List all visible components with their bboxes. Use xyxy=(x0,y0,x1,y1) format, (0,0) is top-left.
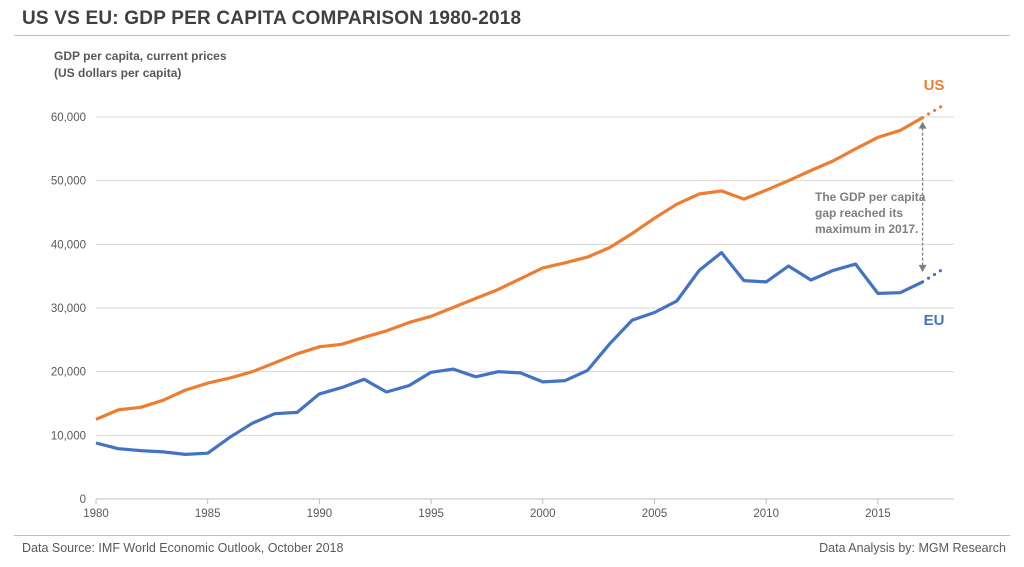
y-tick-label: 20,000 xyxy=(51,367,86,379)
x-tick-label: 2000 xyxy=(530,508,556,520)
gap-arrow-head-down xyxy=(918,264,927,272)
y-tick-label: 50,000 xyxy=(51,176,86,188)
y-tick-label: 60,000 xyxy=(51,112,86,124)
y-tick-label: 10,000 xyxy=(51,430,86,442)
legend-label-us: US xyxy=(924,77,945,94)
annotation-text: maximum in 2017. xyxy=(815,222,918,236)
y-tick-label: 30,000 xyxy=(51,303,86,315)
x-tick-label: 1985 xyxy=(195,508,221,520)
data-analysis-credit: Data Analysis by: MGM Research xyxy=(819,541,1006,555)
legend-label-eu: EU xyxy=(924,312,945,329)
annotation-text: gap reached its xyxy=(815,206,903,220)
x-tick-label: 1995 xyxy=(418,508,444,520)
x-tick-label: 2015 xyxy=(865,508,891,520)
series-forecast-us xyxy=(920,102,947,120)
series-line-us xyxy=(95,116,924,421)
y-tick-label: 40,000 xyxy=(51,239,86,251)
y-axis-label-line2: (US dollars per capita) xyxy=(54,66,182,80)
data-source: Data Source: IMF World Economic Outlook,… xyxy=(22,541,344,555)
chart-title: US VS EU: GDP PER CAPITA COMPARISON 1980… xyxy=(22,8,522,29)
x-tick-label: 2010 xyxy=(753,508,779,520)
title-divider xyxy=(14,35,1010,36)
y-axis-label: GDP per capita, current prices (US dolla… xyxy=(54,48,227,82)
x-tick-label: 1980 xyxy=(83,508,109,520)
y-tick-label: 0 xyxy=(80,494,86,506)
footer-divider xyxy=(14,535,1010,536)
x-tick-label: 1990 xyxy=(307,508,333,520)
series-line-eu xyxy=(95,251,924,456)
x-tick-label: 2005 xyxy=(642,508,668,520)
y-axis-label-line1: GDP per capita, current prices xyxy=(54,49,227,63)
annotation-text: The GDP per capita xyxy=(815,190,926,204)
series-forecast-eu xyxy=(920,266,947,284)
gap-arrow-head-up xyxy=(918,121,927,129)
